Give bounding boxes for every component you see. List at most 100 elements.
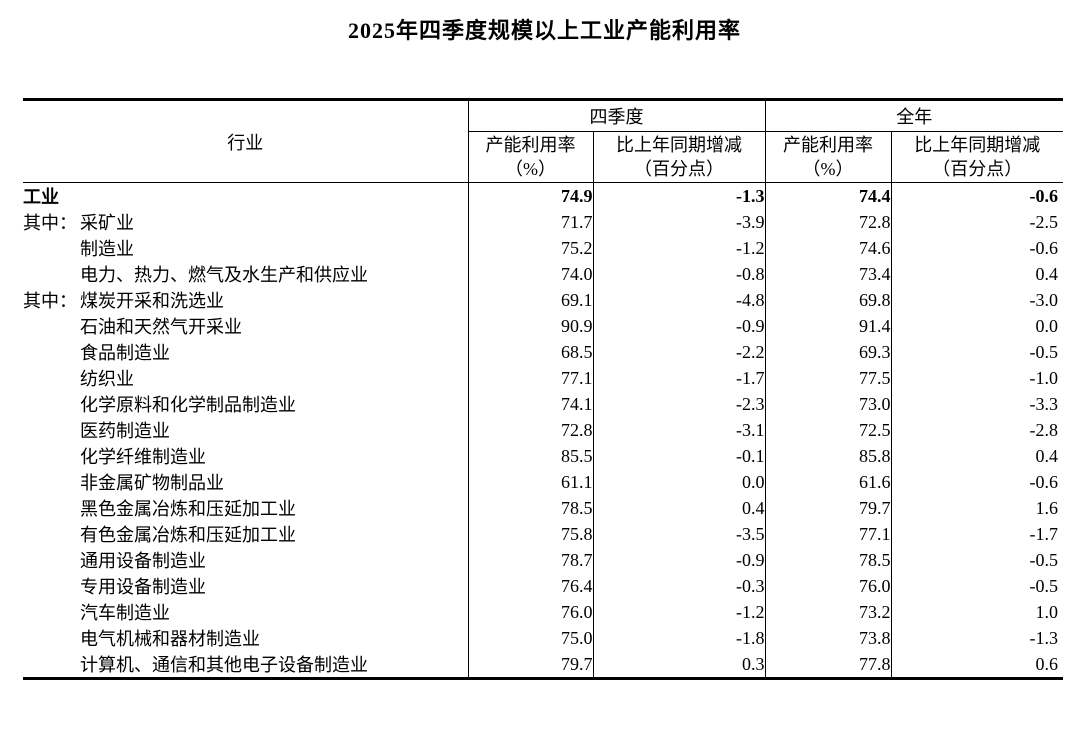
- q4-utilization-cell: 74.1: [468, 391, 594, 417]
- q4-change-cell: -3.9: [593, 209, 766, 235]
- industry-cell: 纺织业: [23, 365, 469, 391]
- industry-cell: 食品制造业: [23, 339, 469, 365]
- table-row: 医药制造业 72.8 -3.1 72.5 -2.8: [23, 417, 1063, 443]
- table-row: 有色金属冶炼和压延加工业 75.8 -3.5 77.1 -1.7: [23, 521, 1063, 547]
- q4-change-cell: -1.3: [593, 182, 766, 209]
- header-fullyear-change-line1: 比上年同期增减: [914, 135, 1041, 155]
- q4-change-cell: -4.8: [593, 287, 766, 313]
- industry-cell: 黑色金属冶炼和压延加工业: [23, 495, 469, 521]
- q4-utilization-cell: 71.7: [468, 209, 594, 235]
- table-row: 通用设备制造业 78.7 -0.9 78.5 -0.5: [23, 547, 1063, 573]
- industry-cell: 电气机械和器材制造业: [23, 625, 469, 651]
- q4-utilization-cell: 78.7: [468, 547, 594, 573]
- capacity-utilization-table: 行业 四季度 全年 产能利用率 （%） 比上年同期增减 （百分点） 产能利用率 …: [23, 98, 1063, 680]
- industry-name: 电力、热力、燃气及水生产和供应业: [80, 265, 368, 285]
- fullyear-utilization-cell: 77.5: [765, 365, 892, 391]
- industry-cell: 石油和天然气开采业: [23, 313, 469, 339]
- industry-cell: 化学原料和化学制品制造业: [23, 391, 469, 417]
- header-fullyear-change-line2: （百分点）: [932, 159, 1023, 179]
- fullyear-change-cell: 0.6: [1035, 653, 1059, 674]
- industry-name: 纺织业: [80, 369, 134, 389]
- industry-cell: 有色金属冶炼和压延加工业: [23, 521, 469, 547]
- header-q4-utilization-line2: （%）: [505, 159, 556, 179]
- table-row: 电力、热力、燃气及水生产和供应业 74.0 -0.8 73.4 0.4: [23, 261, 1063, 287]
- q4-utilization-cell: 68.5: [468, 339, 594, 365]
- industry-name: 计算机、通信和其他电子设备制造业: [80, 655, 368, 675]
- header-row-measures: 产能利用率 （%） 比上年同期增减 （百分点） 产能利用率 （%） 比上年同期增…: [23, 131, 1063, 183]
- fullyear-utilization-cell: 61.6: [765, 469, 892, 495]
- industry-name: 专用设备制造业: [80, 577, 206, 597]
- header-q4-change-line1: 比上年同期增减: [616, 135, 742, 155]
- fullyear-utilization-cell: 69.8: [765, 287, 892, 313]
- q4-change-cell: -1.2: [593, 235, 766, 261]
- fullyear-change-cell: -0.5: [1029, 549, 1059, 570]
- q4-utilization-cell: 75.8: [468, 521, 594, 547]
- industry-cell: 其中： 采矿业: [23, 209, 469, 235]
- industry-name: 汽车制造业: [80, 603, 170, 623]
- fullyear-utilization-cell: 77.1: [765, 521, 892, 547]
- q4-utilization-cell: 72.8: [468, 417, 594, 443]
- q4-utilization-cell: 77.1: [468, 365, 594, 391]
- fullyear-utilization-cell: 72.8: [765, 209, 892, 235]
- industry-name: 通用设备制造业: [80, 551, 206, 571]
- q4-utilization-cell: 69.1: [468, 287, 594, 313]
- industry-name: 食品制造业: [80, 343, 170, 363]
- table-row: 汽车制造业 76.0 -1.2 73.2 1.0: [23, 599, 1063, 625]
- header-q4-change-line2: （百分点）: [634, 159, 724, 179]
- fullyear-utilization-cell: 76.0: [765, 573, 892, 599]
- header-fullyear-utilization: 产能利用率 （%）: [765, 131, 892, 183]
- q4-utilization-cell: 78.5: [468, 495, 594, 521]
- table-row: 计算机、通信和其他电子设备制造业 79.7 0.3 77.8 0.6: [23, 651, 1063, 679]
- fullyear-change-cell: 0.4: [1035, 445, 1059, 466]
- q4-utilization-cell: 76.0: [468, 599, 594, 625]
- table-body: 工业 74.9 -1.3 74.4 -0.6 其中： 采矿业 71.7 -3.9 72.8 -2.5…: [23, 182, 1063, 679]
- fullyear-utilization-cell: 73.0: [765, 391, 892, 417]
- header-fullyear-utilization-line2: （%）: [802, 159, 854, 179]
- industry-name: 石油和天然气开采业: [80, 317, 242, 337]
- fullyear-change-cell: 0.0: [1035, 315, 1059, 336]
- fullyear-change-cell: -1.0: [1029, 367, 1059, 388]
- fullyear-change-cell: -3.3: [1029, 393, 1059, 414]
- fullyear-change-cell: -2.8: [1029, 419, 1059, 440]
- table-row: 化学纤维制造业 85.5 -0.1 85.8 0.4: [23, 443, 1063, 469]
- fullyear-change-cell: 1.6: [1035, 497, 1059, 518]
- fullyear-utilization-cell: 78.5: [765, 547, 892, 573]
- q4-change-cell: -0.1: [593, 443, 766, 469]
- industry-cell: 汽车制造业: [23, 599, 469, 625]
- table-row: 电气机械和器材制造业 75.0 -1.8 73.8 -1.3: [23, 625, 1063, 651]
- capacity-utilization-table-wrap: 行业 四季度 全年 产能利用率 （%） 比上年同期增减 （百分点） 产能利用率 …: [23, 98, 1063, 680]
- table-row: 其中： 煤炭开采和洗选业 69.1 -4.8 69.8 -3.0: [23, 287, 1063, 313]
- table-row: 黑色金属冶炼和压延加工业 78.5 0.4 79.7 1.6: [23, 495, 1063, 521]
- industry-cell: 医药制造业: [23, 417, 469, 443]
- q4-utilization-cell: 74.0: [468, 261, 594, 287]
- table-row: 其中： 采矿业 71.7 -3.9 72.8 -2.5: [23, 209, 1063, 235]
- industry-name: 有色金属冶炼和压延加工业: [80, 525, 296, 545]
- table-row: 工业 74.9 -1.3 74.4 -0.6: [23, 182, 1063, 209]
- q4-change-cell: 0.0: [593, 469, 766, 495]
- industry-name: 制造业: [80, 239, 134, 259]
- industry-cell: 通用设备制造业: [23, 547, 469, 573]
- table-row: 制造业 75.2 -1.2 74.6 -0.6: [23, 235, 1063, 261]
- industry-cell: 电力、热力、燃气及水生产和供应业: [23, 261, 469, 287]
- industry-prefix: 其中：: [23, 213, 77, 233]
- fullyear-utilization-cell: 77.8: [765, 651, 892, 679]
- industry-cell: 工业: [23, 182, 469, 209]
- industry-name: 采矿业: [80, 213, 134, 233]
- header-q4-group: 四季度: [468, 99, 766, 132]
- header-industry: 行业: [23, 99, 469, 183]
- q4-change-cell: -2.2: [593, 339, 766, 365]
- q4-change-cell: -3.5: [593, 521, 766, 547]
- table-row: 食品制造业 68.5 -2.2 69.3 -0.5: [23, 339, 1063, 365]
- industry-name: 工业: [23, 187, 59, 207]
- header-q4-utilization: 产能利用率 （%）: [468, 131, 594, 183]
- q4-change-cell: -1.8: [593, 625, 766, 651]
- industry-cell: 其中： 煤炭开采和洗选业: [23, 287, 469, 313]
- industry-cell: 非金属矿物制品业: [23, 469, 469, 495]
- q4-utilization-cell: 79.7: [468, 651, 594, 679]
- industry-name: 煤炭开采和洗选业: [80, 291, 224, 311]
- q4-change-cell: -0.3: [593, 573, 766, 599]
- q4-change-cell: -0.9: [593, 313, 766, 339]
- header-fullyear-utilization-line1: 产能利用率: [783, 135, 873, 155]
- fullyear-utilization-cell: 73.2: [765, 599, 892, 625]
- fullyear-change-cell: 0.4: [1035, 263, 1059, 284]
